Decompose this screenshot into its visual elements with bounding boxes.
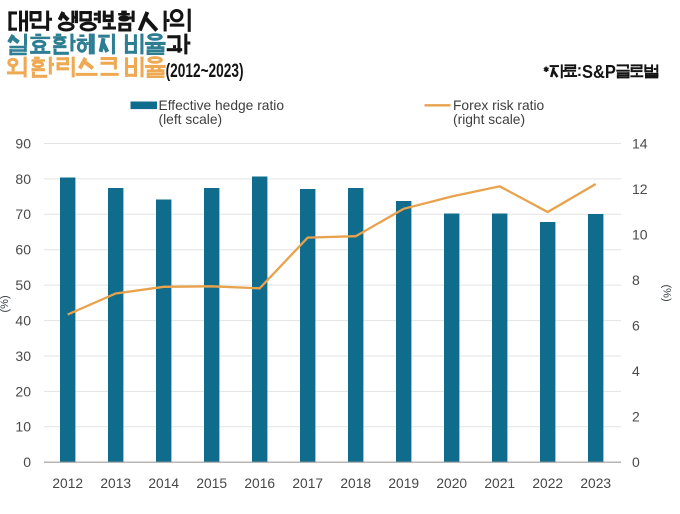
svg-text:10: 10 — [632, 227, 648, 243]
svg-text:2018: 2018 — [340, 476, 371, 491]
svg-text:2017: 2017 — [292, 476, 323, 491]
svg-text:30: 30 — [15, 348, 31, 364]
svg-text:6: 6 — [632, 318, 640, 334]
svg-text:2015: 2015 — [196, 476, 227, 491]
svg-text:50: 50 — [15, 277, 31, 293]
svg-text:Forex risk ratio: Forex risk ratio — [453, 98, 545, 113]
svg-text:2014: 2014 — [148, 476, 179, 491]
svg-text:(2012~2023): (2012~2023) — [166, 60, 244, 82]
svg-text:8: 8 — [632, 272, 640, 288]
svg-text:4: 4 — [632, 363, 640, 379]
svg-text:S&P: S&P — [582, 61, 616, 82]
svg-text:(left scale): (left scale) — [159, 112, 223, 127]
svg-text:(%): (%) — [0, 295, 11, 312]
svg-text:2019: 2019 — [388, 476, 419, 491]
svg-text:(%): (%) — [661, 285, 673, 302]
svg-text:0: 0 — [23, 454, 31, 470]
svg-text:2020: 2020 — [436, 476, 467, 491]
svg-text:20: 20 — [15, 383, 31, 399]
svg-text:60: 60 — [15, 242, 31, 258]
svg-text:2013: 2013 — [100, 476, 131, 491]
svg-text:70: 70 — [15, 206, 31, 222]
svg-text:Effective hedge ratio: Effective hedge ratio — [159, 98, 285, 113]
svg-text:(right scale): (right scale) — [453, 112, 525, 127]
svg-text:2023: 2023 — [580, 476, 611, 491]
svg-text:40: 40 — [15, 313, 31, 329]
svg-text:2012: 2012 — [52, 476, 83, 491]
svg-text:90: 90 — [15, 135, 31, 151]
svg-text:2021: 2021 — [484, 476, 515, 491]
svg-text:2: 2 — [632, 409, 640, 425]
svg-text:10: 10 — [15, 419, 31, 435]
svg-text:0: 0 — [632, 454, 640, 470]
svg-text:12: 12 — [632, 181, 648, 197]
svg-text:80: 80 — [15, 171, 31, 187]
svg-text:2016: 2016 — [244, 476, 275, 491]
svg-text:14: 14 — [632, 136, 648, 152]
svg-text:2022: 2022 — [532, 476, 563, 491]
